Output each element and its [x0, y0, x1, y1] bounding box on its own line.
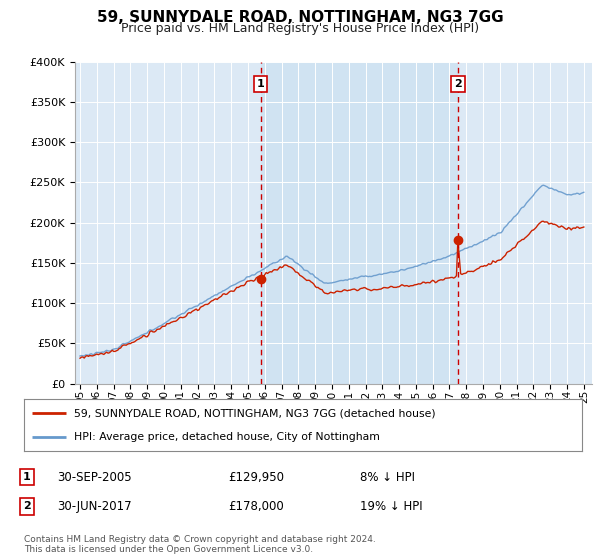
Text: 19% ↓ HPI: 19% ↓ HPI: [360, 500, 422, 513]
Text: £129,950: £129,950: [228, 470, 284, 484]
Text: 30-JUN-2017: 30-JUN-2017: [57, 500, 131, 513]
Text: Price paid vs. HM Land Registry's House Price Index (HPI): Price paid vs. HM Land Registry's House …: [121, 22, 479, 35]
Text: 30-SEP-2005: 30-SEP-2005: [57, 470, 131, 484]
Text: 2: 2: [454, 79, 462, 89]
Bar: [260, 62, 458, 384]
Text: HPI: Average price, detached house, City of Nottingham: HPI: Average price, detached house, City…: [74, 432, 380, 442]
Text: 1: 1: [23, 472, 31, 482]
Text: 1: 1: [257, 79, 265, 89]
Text: 2: 2: [23, 501, 31, 511]
Text: 59, SUNNYDALE ROAD, NOTTINGHAM, NG3 7GG: 59, SUNNYDALE ROAD, NOTTINGHAM, NG3 7GG: [97, 10, 503, 25]
Text: £178,000: £178,000: [228, 500, 284, 513]
Text: Contains HM Land Registry data © Crown copyright and database right 2024.
This d: Contains HM Land Registry data © Crown c…: [24, 535, 376, 554]
Text: 8% ↓ HPI: 8% ↓ HPI: [360, 470, 415, 484]
Text: 59, SUNNYDALE ROAD, NOTTINGHAM, NG3 7GG (detached house): 59, SUNNYDALE ROAD, NOTTINGHAM, NG3 7GG …: [74, 408, 436, 418]
